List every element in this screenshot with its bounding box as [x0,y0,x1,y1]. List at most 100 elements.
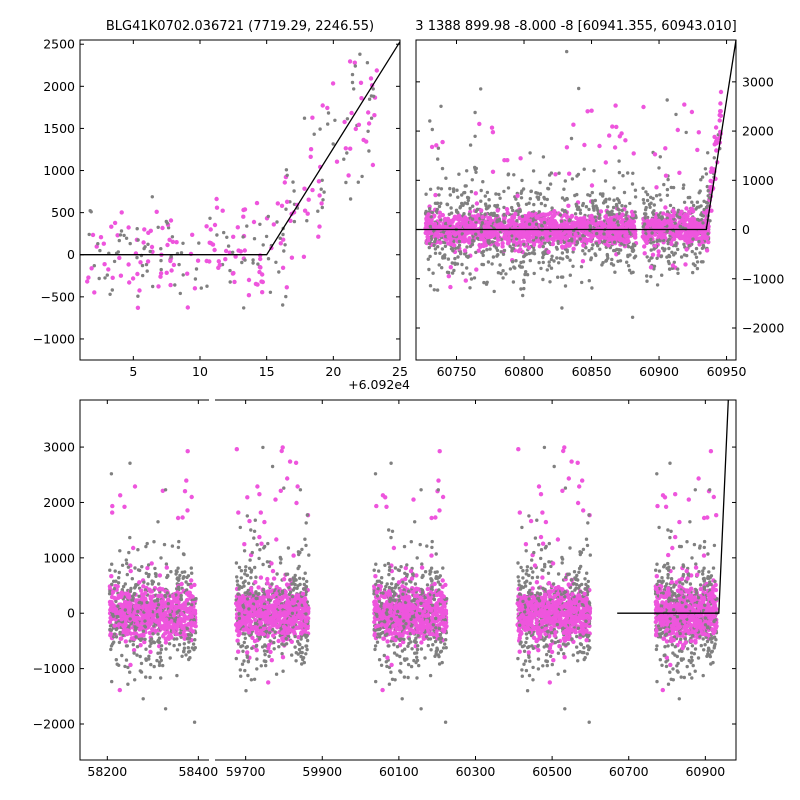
data-point-gray [649,195,653,199]
data-point-pink [505,158,510,163]
data-point-gray [615,204,619,208]
data-point-pink [571,122,576,127]
data-point-gray [360,174,364,179]
data-point-pink [149,561,154,566]
data-point-pink [189,578,194,583]
data-point-gray [694,246,699,251]
data-point-gray [666,241,670,246]
data-point-pink [179,611,184,617]
data-point-gray [466,198,470,203]
data-point-gray [596,244,600,248]
data-point-gray [617,159,621,163]
data-point-gray [606,256,610,260]
data-point-pink [189,614,195,619]
data-point-gray [434,209,439,214]
panel-bottom: 58200 58400 59700 59900 60100 60300 60500 60700… [33,396,737,779]
data-point-gray [496,253,500,257]
data-point-pink [150,627,155,632]
data-point-pink [679,209,684,214]
chart-title: BLG41K0702.036721 (7719.29, 2246.55) [106,19,374,34]
data-point-gray [180,654,184,658]
data-point-pink [599,235,605,240]
data-point-gray [141,273,145,278]
data-point-pink [712,134,717,140]
data-point-gray [182,649,186,653]
data-point-gray [691,237,695,241]
data-point-gray [515,219,519,223]
data-point-gray [583,252,587,256]
data-point-pink [302,208,308,213]
data-point-gray [437,263,441,267]
data-point-gray [626,264,631,268]
data-point-gray [103,276,107,280]
data-point-gray [175,648,180,652]
data-point-pink [358,80,364,86]
data-point-gray [191,642,196,646]
data-point-gray [577,86,581,91]
data-point-pink [438,240,443,245]
data-point-pink [688,232,693,237]
data-point-pink [117,610,123,615]
data-point-pink [232,279,237,285]
data-point-pink [132,604,138,610]
data-point-pink [540,231,545,236]
data-point-gray [617,170,622,175]
data-point-gray [144,262,149,267]
data-point-pink [148,589,153,594]
data-point-pink [126,262,131,267]
data-point-pink [576,221,581,226]
data-point-gray [560,208,565,212]
data-point-gray [436,186,440,190]
data-point-gray [128,589,133,593]
data-point-gray [673,251,677,255]
data-point-gray [144,675,148,679]
data-point-gray [632,256,636,260]
data-point-pink [483,243,489,248]
data-point-pink [251,219,257,225]
data-point-pink [462,224,468,229]
data-point-gray [633,210,637,214]
data-point-pink [693,220,698,225]
data-point-gray [523,272,527,277]
data-point-gray [428,207,432,211]
data-point-gray [183,570,187,574]
data-point-pink [172,596,177,601]
data-point-gray [512,173,516,177]
data-point-pink [623,138,628,143]
data-point-gray [151,640,156,644]
data-point-pink [182,489,188,494]
data-point-pink [450,219,455,224]
data-point-gray [448,186,452,191]
data-point-gray [433,251,438,255]
data-point-gray [284,294,288,299]
data-point-gray [125,644,129,648]
data-point-gray [667,254,672,259]
data-point-gray [485,239,490,243]
data-point-pink [524,217,529,222]
data-point-gray [562,240,566,245]
data-point-gray [506,186,511,190]
data-point-gray [612,218,616,222]
data-point-gray [616,220,620,224]
data-point-gray [136,609,140,614]
data-point-gray [150,195,154,199]
data-point-gray [673,221,677,225]
data-point-gray [123,664,127,669]
data-point-pink [581,215,587,220]
data-point-gray [539,201,544,206]
data-point-pink [175,515,181,521]
data-point-gray [562,187,566,191]
data-point-pink [562,212,567,218]
data-point-gray [371,87,375,91]
data-point-pink [696,225,701,230]
data-point-gray [652,203,656,207]
data-point-gray [141,697,145,701]
data-point-gray [178,573,182,578]
data-point-gray [548,182,553,186]
data-point-gray [554,245,559,250]
data-point-gray [602,232,606,236]
data-point-pink [566,203,571,208]
data-point-gray [448,193,452,197]
data-point-pink [125,628,130,633]
